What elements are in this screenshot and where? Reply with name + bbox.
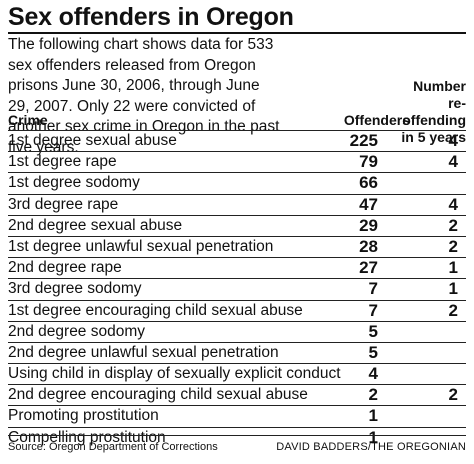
crime-label: 2nd degree rape xyxy=(8,259,122,277)
crime-label: 1st degree encouraging child sexual abus… xyxy=(8,301,303,319)
bottom-rule xyxy=(8,435,466,436)
reoffending-value: 4 xyxy=(448,194,458,214)
intro-text: The following chart shows data for 533 s… xyxy=(8,36,280,156)
reoffending-value: 2 xyxy=(448,300,458,320)
crime-label: 2nd degree unlawful sexual penetration xyxy=(8,343,279,361)
offenders-value: 5 xyxy=(368,342,378,362)
table-row: 2nd degree sodomy 5 xyxy=(8,320,466,342)
offenders-value: 225 xyxy=(349,131,378,150)
table-row: Using child in display of sexually expli… xyxy=(8,363,466,384)
offenders-value: 28 xyxy=(359,236,378,256)
offenders-value: 79 xyxy=(359,152,378,172)
table-row: 2nd degree rape 27 1 xyxy=(8,257,466,278)
column-header-crime: Crime xyxy=(8,112,48,128)
reoffending-value: 1 xyxy=(448,258,458,278)
chart-title: Sex offenders in Oregon xyxy=(8,3,294,31)
credit-line: DAVID BADDERS/THE OREGONIAN xyxy=(276,441,466,453)
table-row: Promoting prostitution 1 xyxy=(8,405,466,426)
crime-label: 1st degree unlawful sexual penetration xyxy=(8,237,274,255)
offenders-value: 29 xyxy=(359,215,378,235)
offenders-value: 1 xyxy=(368,406,378,426)
table-row: Compelling prostitution 1 xyxy=(8,426,466,448)
offenders-value: 1 xyxy=(368,427,378,447)
offenders-value: 4 xyxy=(368,364,378,384)
reoffending-value: 2 xyxy=(448,215,458,235)
reoffending-value: 4 xyxy=(448,131,458,150)
offenders-value: 66 xyxy=(359,173,378,193)
reoffending-value: 2 xyxy=(448,236,458,256)
source-note: Source: Oregon Department of Corrections xyxy=(8,441,218,453)
table-row: 2nd degree sexual abuse 29 2 xyxy=(8,214,466,236)
reoffending-value: 2 xyxy=(448,385,458,405)
table-row: 1st degree sodomy 66 xyxy=(8,172,466,193)
crime-label: Using child in display of sexually expli… xyxy=(8,365,341,383)
column-header-reoffending: Number re-offending in 5 years xyxy=(401,78,466,145)
column-header-offenders: Offenders xyxy=(343,112,410,128)
table-row: 1st degree rape 79 4 xyxy=(8,151,466,172)
table-row: 1st degree unlawful sexual penetration 28… xyxy=(8,235,466,257)
table-row: 1st degree sexual abuse 225 4 xyxy=(8,130,466,151)
reoffending-value: 1 xyxy=(448,279,458,299)
table-row: 3rd degree rape 47 4 xyxy=(8,193,466,215)
offenders-value: 5 xyxy=(368,321,378,341)
data-table: 1st degree sexual abuse 225 4 1st degree ra… xyxy=(8,130,466,448)
crime-label: 3rd degree rape xyxy=(8,195,119,213)
crime-label: 1st degree rape xyxy=(8,153,117,171)
crime-label: 2nd degree sexual abuse xyxy=(8,216,183,234)
table-row: 3rd degree sodomy 7 1 xyxy=(8,278,466,299)
offenders-value: 27 xyxy=(359,258,378,278)
title-rule xyxy=(8,32,466,34)
crime-label: 1st degree sexual abuse xyxy=(8,132,177,149)
reoffending-value: 4 xyxy=(448,152,458,172)
table-row: 2nd degree unlawful sexual penetration 5 xyxy=(8,341,466,363)
crime-label: Promoting prostitution xyxy=(8,407,159,425)
crime-label: 2nd degree encouraging child sexual abus… xyxy=(8,386,308,404)
table-row: 2nd degree encouraging child sexual abus… xyxy=(8,384,466,405)
offenders-value: 7 xyxy=(368,300,378,320)
table-row: 1st degree encouraging child sexual abus… xyxy=(8,299,466,321)
crime-label: 1st degree sodomy xyxy=(8,174,140,192)
offenders-value: 47 xyxy=(359,194,378,214)
offenders-value: 7 xyxy=(368,279,378,299)
crime-label: 2nd degree sodomy xyxy=(8,322,146,340)
crime-label: 3rd degree sodomy xyxy=(8,280,142,298)
crime-label: Compelling prostitution xyxy=(8,428,166,446)
offenders-value: 2 xyxy=(368,385,378,405)
